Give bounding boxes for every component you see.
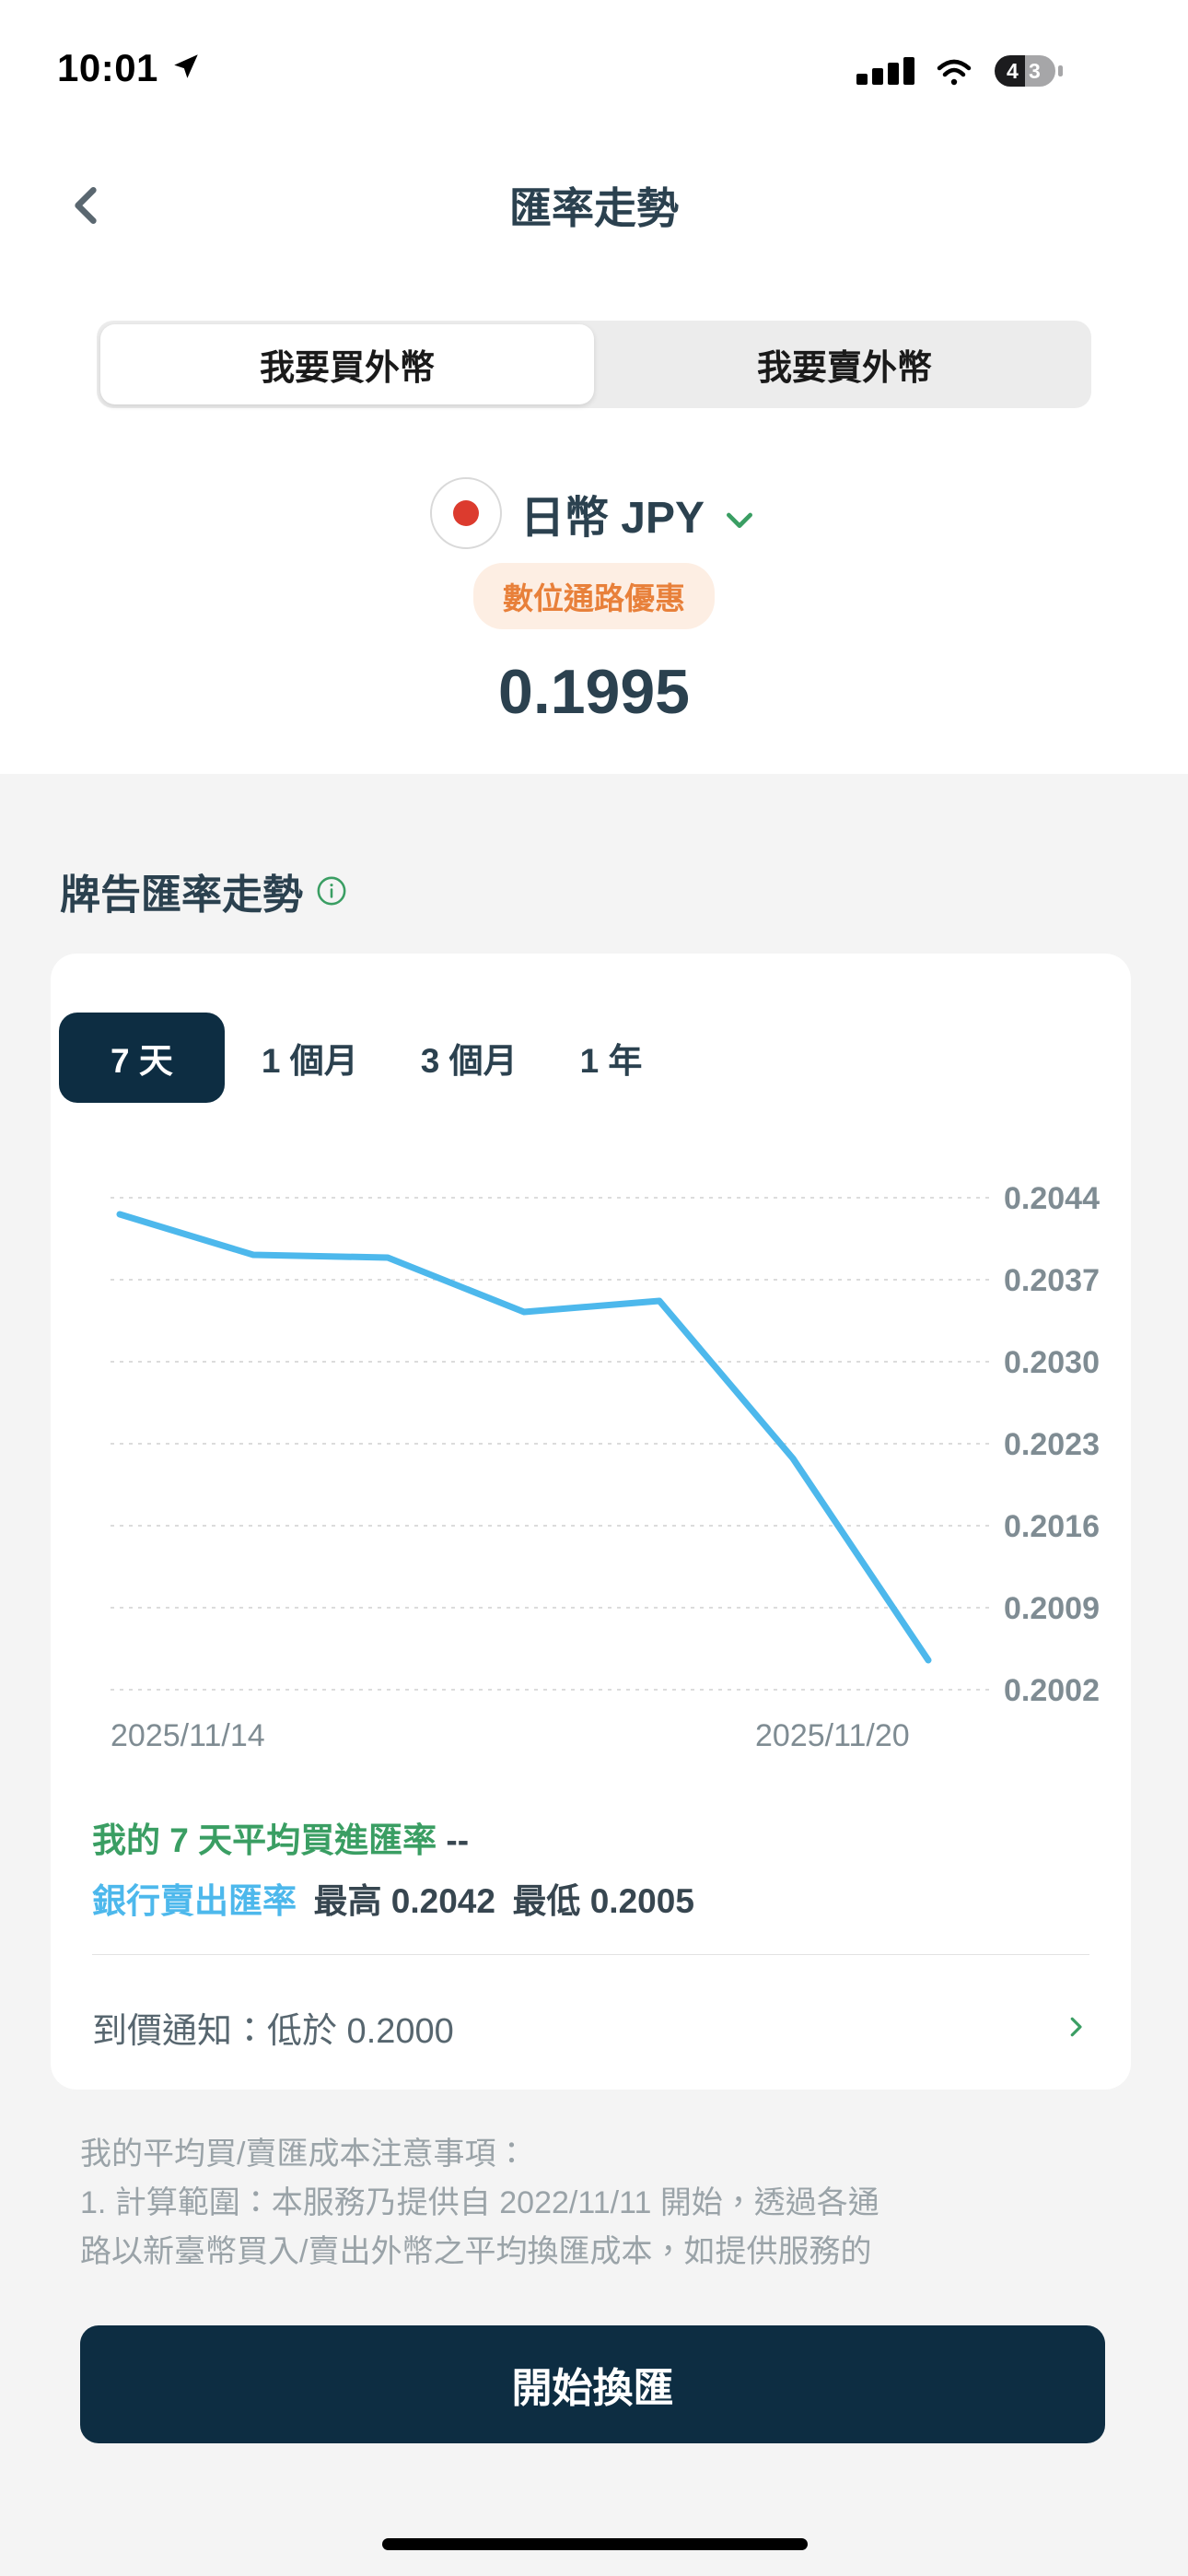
svg-text:2025/11/20: 2025/11/20: [755, 1718, 910, 1753]
svg-text:0.2002: 0.2002: [1004, 1673, 1100, 1708]
svg-text:3: 3: [1029, 59, 1041, 83]
svg-text:0.2009: 0.2009: [1004, 1591, 1100, 1626]
svg-text:0.2044: 0.2044: [1004, 1181, 1100, 1216]
svg-text:0.2037: 0.2037: [1004, 1263, 1100, 1298]
svg-text:4: 4: [1007, 59, 1019, 83]
svg-text:0.2030: 0.2030: [1004, 1345, 1100, 1380]
svg-text:0.2016: 0.2016: [1004, 1509, 1100, 1544]
svg-text:2025/11/14: 2025/11/14: [111, 1718, 265, 1753]
svg-text:0.2023: 0.2023: [1004, 1427, 1100, 1462]
